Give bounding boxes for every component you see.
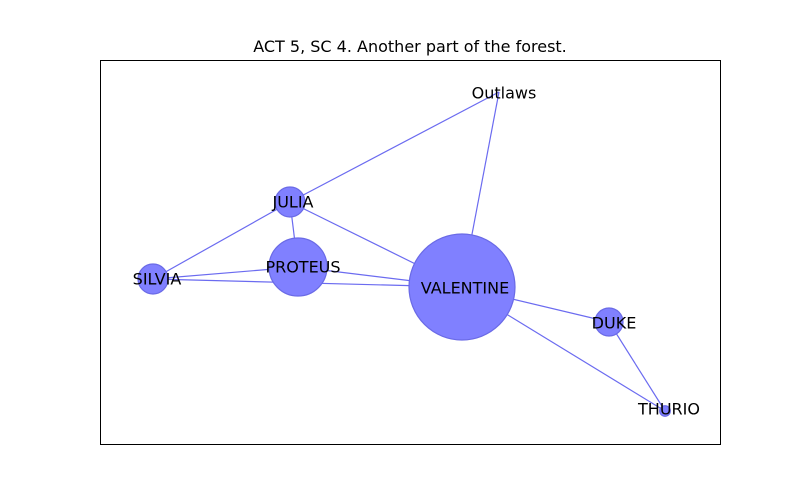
node-duke xyxy=(594,307,624,337)
node-silvia xyxy=(137,263,169,295)
edge-julia-silvia xyxy=(152,201,291,280)
node-proteus xyxy=(268,237,328,297)
node-label-valentine: VALENTINE xyxy=(421,279,509,298)
node-valentine xyxy=(408,233,516,341)
node-julia xyxy=(274,186,306,218)
node-label-duke: DUKE xyxy=(592,314,637,333)
labels-layer: VALENTINE PROTEUS JULIA SILVIA DUKE THURIO Out… xyxy=(133,84,700,419)
edge-outlaws-julia xyxy=(289,91,500,203)
edge-duke-thurio xyxy=(608,321,666,412)
nodes-layer xyxy=(137,186,671,417)
node-label-proteus: PROTEUS xyxy=(265,258,340,277)
node-label-thurio: THURIO xyxy=(637,400,700,419)
figure-title: ACT 5, SC 4. Another part of the forest. xyxy=(253,37,567,56)
node-label-outlaws: Outlaws xyxy=(472,84,537,103)
node-thurio xyxy=(659,405,671,417)
plot-frame xyxy=(100,60,721,445)
edges-layer xyxy=(152,91,666,412)
node-label-silvia: SILVIA xyxy=(133,270,182,289)
node-label-julia: JULIA xyxy=(271,193,313,212)
